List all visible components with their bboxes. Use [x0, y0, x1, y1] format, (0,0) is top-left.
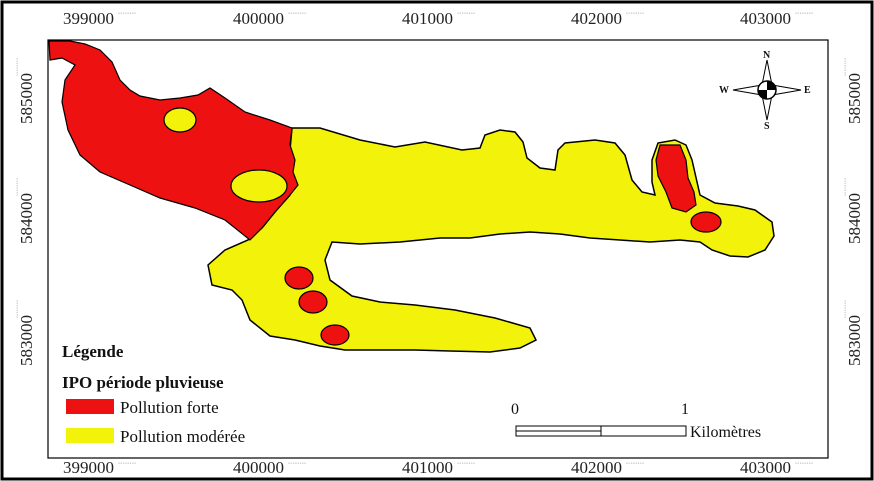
- scale-label-start: 0: [511, 401, 519, 418]
- y-tick-left-584000: 584000: [17, 193, 36, 244]
- y-tick-right-sub: °°°°°°°°: [844, 300, 849, 318]
- x-tick-top-403000: 403000: [740, 9, 791, 28]
- x-axis-top: 399000 °°°°°°°° 400000 °°°°°°°° 401000 °…: [63, 9, 813, 28]
- scale-label-end: 1: [681, 401, 689, 418]
- y-tick-left-583000: 583000: [17, 315, 36, 366]
- x-tick-bottom-sub: °°°°°°°°: [457, 462, 475, 467]
- legend-label-strong: Pollution forte: [120, 398, 219, 417]
- y-tick-right-585000: 585000: [845, 73, 864, 124]
- x-tick-bottom-400000: 400000: [233, 458, 284, 477]
- y-tick-right-583000: 583000: [845, 315, 864, 366]
- x-tick-top-sub: °°°°°°°°: [118, 12, 136, 17]
- scale-segment-2: [600, 425, 687, 437]
- x-tick-top-402000: 402000: [571, 9, 622, 28]
- north-arrow: N S E W: [719, 50, 811, 132]
- x-tick-top-sub: °°°°°°°°: [795, 12, 813, 17]
- legend: Légende IPO période pluvieuse Pollution …: [62, 342, 245, 446]
- y-tick-right-584000: 584000: [845, 193, 864, 244]
- x-tick-bottom-sub: °°°°°°°°: [118, 462, 136, 467]
- x-tick-top-401000: 401000: [402, 9, 453, 28]
- compass-label-s: S: [764, 121, 770, 132]
- x-tick-bottom-399000: 399000: [63, 458, 114, 477]
- x-tick-bottom-sub: °°°°°°°°: [626, 462, 644, 467]
- y-tick-right-sub: °°°°°°°°: [844, 58, 849, 76]
- hotspot-5: [320, 324, 350, 346]
- hotspot-4: [298, 290, 328, 314]
- scale-bar: 0 1 Kilomètres: [511, 401, 761, 441]
- y-tick-left-sub: °°°°°°°°: [16, 58, 21, 76]
- hotspot-3: [284, 266, 314, 290]
- y-tick-right-sub: °°°°°°°°: [844, 178, 849, 196]
- y-tick-left-sub: °°°°°°°°: [16, 178, 21, 196]
- x-tick-top-sub: °°°°°°°°: [288, 12, 306, 17]
- x-tick-top-sub: °°°°°°°°: [457, 12, 475, 17]
- hotspot-1: [163, 107, 197, 133]
- x-tick-bottom-sub: °°°°°°°°: [288, 462, 306, 467]
- y-tick-left-585000: 585000: [17, 73, 36, 124]
- compass-label-w: W: [719, 85, 729, 96]
- hotspot-7: [690, 211, 722, 233]
- compass-center: [758, 81, 776, 99]
- hotspot-6: [655, 144, 697, 213]
- x-tick-bottom-403000: 403000: [740, 458, 791, 477]
- compass-label-n: N: [763, 50, 771, 61]
- x-axis-bottom: 399000 °°°°°°°° 400000 °°°°°°°° 401000 °…: [63, 458, 813, 477]
- legend-heading: Légende: [62, 342, 124, 361]
- hotspot-2: [230, 169, 288, 203]
- y-axis-left: 585000 °°°°°°°° 584000 °°°°°°°° 583000 °…: [16, 58, 36, 366]
- x-tick-top-399000: 399000: [63, 9, 114, 28]
- x-tick-bottom-401000: 401000: [402, 458, 453, 477]
- legend-label-moderate: Pollution modérée: [120, 427, 245, 446]
- x-tick-top-400000: 400000: [233, 9, 284, 28]
- x-tick-top-sub: °°°°°°°°: [626, 12, 644, 17]
- scale-unit: Kilomètres: [690, 424, 761, 441]
- legend-swatch-moderate: [66, 428, 114, 443]
- y-axis-right: 585000 °°°°°°°° 584000 °°°°°°°° 583000 °…: [844, 58, 864, 366]
- y-tick-left-sub: °°°°°°°°: [16, 300, 21, 318]
- x-tick-bottom-402000: 402000: [571, 458, 622, 477]
- legend-title: IPO période pluvieuse: [62, 373, 224, 392]
- compass-label-e: E: [804, 85, 811, 96]
- zone-moderate: [207, 127, 775, 353]
- legend-swatch-strong: [66, 399, 114, 414]
- x-tick-bottom-sub: °°°°°°°°: [795, 462, 813, 467]
